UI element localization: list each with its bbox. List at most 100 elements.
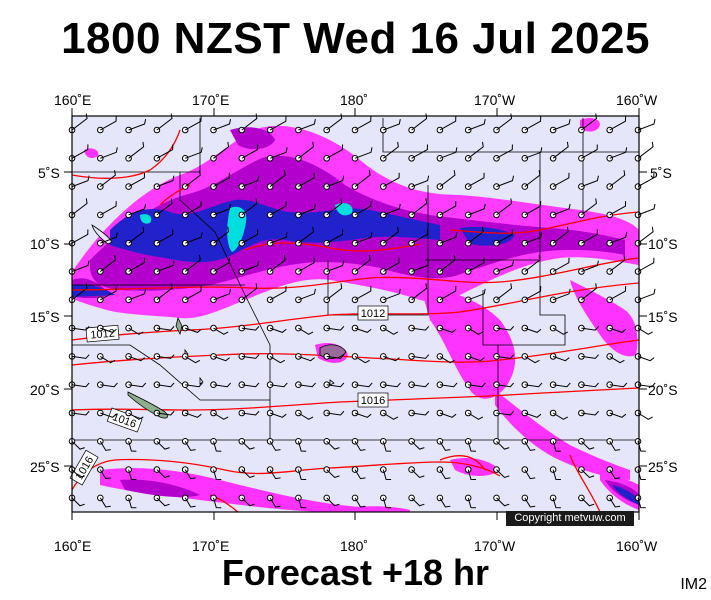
wind-barb: [269, 497, 281, 508]
wind-barb: [383, 119, 401, 131]
wind-barb: [71, 283, 88, 301]
wind-barb: [468, 288, 486, 301]
wind-barb: [156, 469, 170, 479]
wind-barb: [100, 201, 117, 216]
wind-barb: [298, 382, 316, 388]
axis-ticks: [64, 108, 647, 520]
wind-barb: [467, 141, 484, 159]
wind-barb: [156, 175, 175, 188]
island-small: [199, 376, 204, 385]
wind-barb: [637, 172, 655, 188]
map-title: 1800 NZST Wed 16 Jul 2025: [61, 14, 650, 63]
wind-barb: [354, 441, 366, 451]
wind-barb: [609, 497, 621, 508]
wind-barb: [100, 412, 117, 418]
wind-barb: [552, 497, 561, 509]
wind-barb: [184, 201, 202, 216]
wind-barb: [382, 441, 392, 452]
wind-barb: [241, 198, 258, 216]
wind-barb: [609, 201, 627, 216]
wind-barb: [496, 283, 513, 301]
wind-barb: [213, 469, 222, 481]
wind-barb: [552, 288, 571, 301]
wind-barb: [156, 229, 174, 244]
wind-barb: [439, 170, 456, 187]
wind-barb: [383, 412, 399, 420]
wind-barb: [383, 288, 401, 301]
lon-label-top: 170˚E: [192, 92, 230, 108]
wind-barb: [383, 382, 401, 388]
wind-barb: [354, 469, 366, 480]
wind-barb: [354, 147, 373, 159]
wind-barb: [411, 283, 428, 301]
wind-barb: [439, 201, 457, 216]
wind-barb: [298, 288, 316, 301]
wind-barb: [609, 441, 621, 451]
wind-barb: [326, 410, 345, 416]
wind-barb: [439, 412, 457, 418]
wind-barb: [100, 286, 117, 301]
rain-extreme: [140, 214, 152, 224]
wind-barb: [411, 198, 428, 216]
wind-barb: [71, 326, 90, 331]
wind-barb: [128, 141, 145, 159]
wind-barb: [439, 497, 451, 508]
wind-barb: [128, 172, 146, 188]
wind-barb: [184, 170, 201, 187]
wind-barb: [269, 355, 286, 364]
wind-barb: [269, 170, 286, 187]
isobar-label-text: 1012: [361, 308, 385, 320]
wind-barb: [354, 286, 372, 301]
wind-barb: [184, 255, 201, 272]
wind-barb: [100, 232, 118, 244]
wind-barb: [411, 260, 430, 272]
wind-barb: [496, 175, 515, 188]
wind-barb: [383, 172, 400, 188]
wind-barb: [382, 497, 392, 509]
wind-barb: [581, 326, 599, 331]
wind-barb: [467, 412, 484, 420]
wind-barb: [496, 382, 515, 388]
isobar-label: 1012: [357, 305, 389, 321]
isobar-label: 1016: [357, 392, 389, 408]
wind-barb: [213, 141, 230, 159]
wind-barb: [297, 441, 307, 452]
copyright-badge: Copyright metvuw.com: [506, 511, 634, 526]
wind-barb: [581, 410, 599, 416]
rain-light: [580, 117, 600, 132]
lon-label-bottom: 170˚W: [474, 538, 516, 554]
wind-barb: [439, 441, 451, 451]
wind-barb: [213, 288, 232, 301]
wind-barb: [524, 147, 543, 159]
wind-barb: [581, 283, 597, 301]
wind-barb: [71, 469, 85, 479]
wind-barb: [213, 226, 230, 244]
wind-barb: [524, 497, 536, 508]
wind-barb: [71, 354, 90, 359]
wind-barb: [241, 175, 260, 188]
island-solomons: [91, 224, 113, 245]
wind-barb: [156, 144, 174, 159]
wind-barb: [467, 172, 485, 188]
wind-barb: [354, 116, 372, 131]
wind-barb: [270, 382, 288, 388]
isobars: [71, 129, 640, 513]
wind-barb: [156, 440, 170, 450]
wind-barb: [468, 355, 485, 362]
wind-barb: [383, 203, 401, 216]
wind-barb: [637, 119, 656, 131]
wind-barb: [326, 354, 345, 359]
lat-label-left: 15˚S: [30, 309, 60, 325]
wind-barb: [524, 327, 542, 333]
wind-barb: [553, 382, 571, 388]
wind-barb: [99, 170, 116, 187]
wind-barb: [298, 257, 315, 272]
wind-barb: [298, 226, 314, 244]
wind-barb: [552, 257, 570, 272]
lon-label-bottom: 170˚E: [192, 538, 230, 554]
rain-heavy: [612, 485, 639, 505]
island-small: [329, 379, 335, 386]
wind-barb: [411, 440, 425, 450]
wind-barb: [241, 229, 259, 244]
wind-barb: [411, 354, 430, 359]
